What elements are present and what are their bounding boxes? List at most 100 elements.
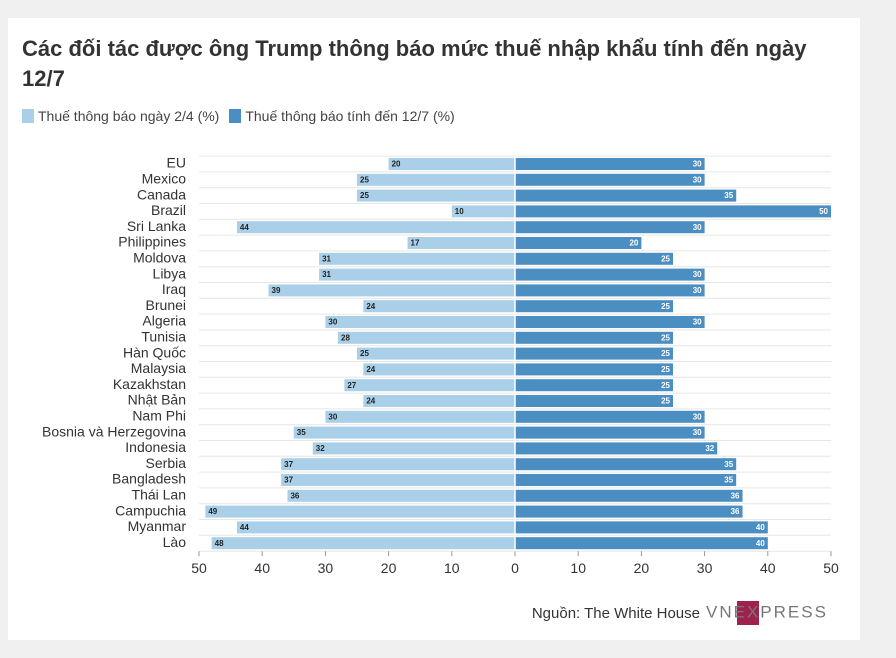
legend: Thuế thông báo ngày 2/4 (%) Thuế thông bá… [22, 108, 455, 124]
value-label: 30 [693, 286, 702, 295]
value-label: 24 [366, 397, 375, 406]
value-label: 25 [661, 397, 670, 406]
value-label: 44 [240, 223, 249, 232]
bar [515, 458, 737, 471]
value-label: 20 [629, 239, 638, 248]
x-tick-label: 20 [381, 560, 397, 576]
category-label: Nhật Bản [128, 392, 186, 408]
value-label: 30 [328, 318, 337, 327]
x-tick-label: 0 [511, 560, 519, 576]
value-label: 30 [693, 223, 702, 232]
category-label: Philippines [118, 234, 186, 250]
bar [268, 284, 515, 297]
category-label: Thái Lan [132, 487, 186, 503]
value-label: 30 [693, 428, 702, 437]
bar [319, 268, 515, 281]
value-label: 27 [347, 381, 356, 390]
bar [515, 173, 705, 186]
bar [281, 474, 515, 486]
value-label: 25 [661, 365, 670, 374]
bar [236, 221, 516, 234]
x-tick-label: 40 [760, 560, 776, 576]
value-label: 25 [661, 349, 670, 358]
value-label: 24 [366, 365, 375, 374]
category-label: Iraq [162, 281, 186, 297]
value-label: 37 [284, 476, 293, 485]
bar [325, 410, 515, 423]
bar [515, 442, 718, 455]
logo: VNEXPRESS [706, 601, 826, 625]
category-label: Moldova [133, 250, 186, 266]
bar [388, 158, 515, 170]
value-label: 35 [724, 191, 733, 200]
value-label: 32 [316, 444, 325, 453]
value-label: 25 [661, 302, 670, 311]
bar [515, 426, 705, 439]
category-label: Brazil [151, 202, 186, 218]
x-tick-label: 20 [634, 560, 650, 576]
value-label: 40 [756, 523, 765, 532]
value-label: 31 [322, 270, 331, 279]
value-label: 30 [693, 175, 702, 184]
value-label: 32 [705, 444, 714, 453]
category-label: Tunisia [141, 329, 186, 345]
category-label: Bosnia và Herzegovina [42, 423, 186, 439]
bar [515, 205, 831, 218]
bar [357, 173, 515, 186]
bar [338, 331, 515, 344]
value-label: 36 [731, 491, 740, 500]
value-label: 10 [455, 207, 464, 216]
category-label: Mexico [142, 171, 187, 187]
bar [515, 316, 705, 328]
category-label: Lào [163, 534, 187, 550]
bar [357, 189, 515, 202]
bar [515, 379, 673, 392]
x-tick-label: 10 [570, 560, 586, 576]
value-label: 30 [693, 160, 702, 169]
bar [515, 331, 673, 344]
value-label: 48 [215, 539, 224, 548]
value-label: 50 [819, 207, 828, 216]
value-label: 25 [661, 381, 670, 390]
bar [515, 284, 705, 297]
bar [363, 395, 515, 407]
category-label: Indonesia [125, 439, 186, 455]
legend-swatch [229, 109, 242, 123]
bar [515, 363, 673, 376]
bar [363, 363, 515, 376]
bar [515, 521, 768, 534]
category-label: Sri Lanka [127, 218, 186, 234]
category-label: Hàn Quốc [123, 344, 186, 360]
bar [515, 189, 737, 202]
value-label: 35 [724, 476, 733, 485]
category-label: Bangladesh [112, 471, 186, 487]
category-label: Brunei [146, 297, 186, 313]
bar [325, 316, 515, 328]
bar [515, 410, 705, 423]
bar [515, 395, 673, 407]
bar [236, 521, 516, 534]
bar [312, 442, 515, 455]
bar [319, 252, 515, 265]
bar [363, 300, 515, 313]
bar [515, 158, 705, 170]
bar [515, 505, 743, 518]
value-label: 25 [360, 175, 369, 184]
x-tick-label: 50 [823, 560, 839, 576]
value-label: 35 [297, 428, 306, 437]
legend-item: Thuế thông báo tính đến 12/7 (%) [229, 108, 455, 124]
value-label: 37 [284, 460, 293, 469]
bar [281, 458, 515, 471]
category-label: Serbia [146, 455, 187, 471]
bar [451, 205, 515, 218]
bar [287, 489, 515, 502]
bar [515, 474, 737, 486]
category-label: Libya [153, 265, 187, 281]
value-label: 30 [328, 412, 337, 421]
value-label: 25 [360, 191, 369, 200]
bar [515, 300, 673, 313]
value-label: 36 [290, 491, 299, 500]
source: Nguồn: The White House [532, 605, 700, 622]
